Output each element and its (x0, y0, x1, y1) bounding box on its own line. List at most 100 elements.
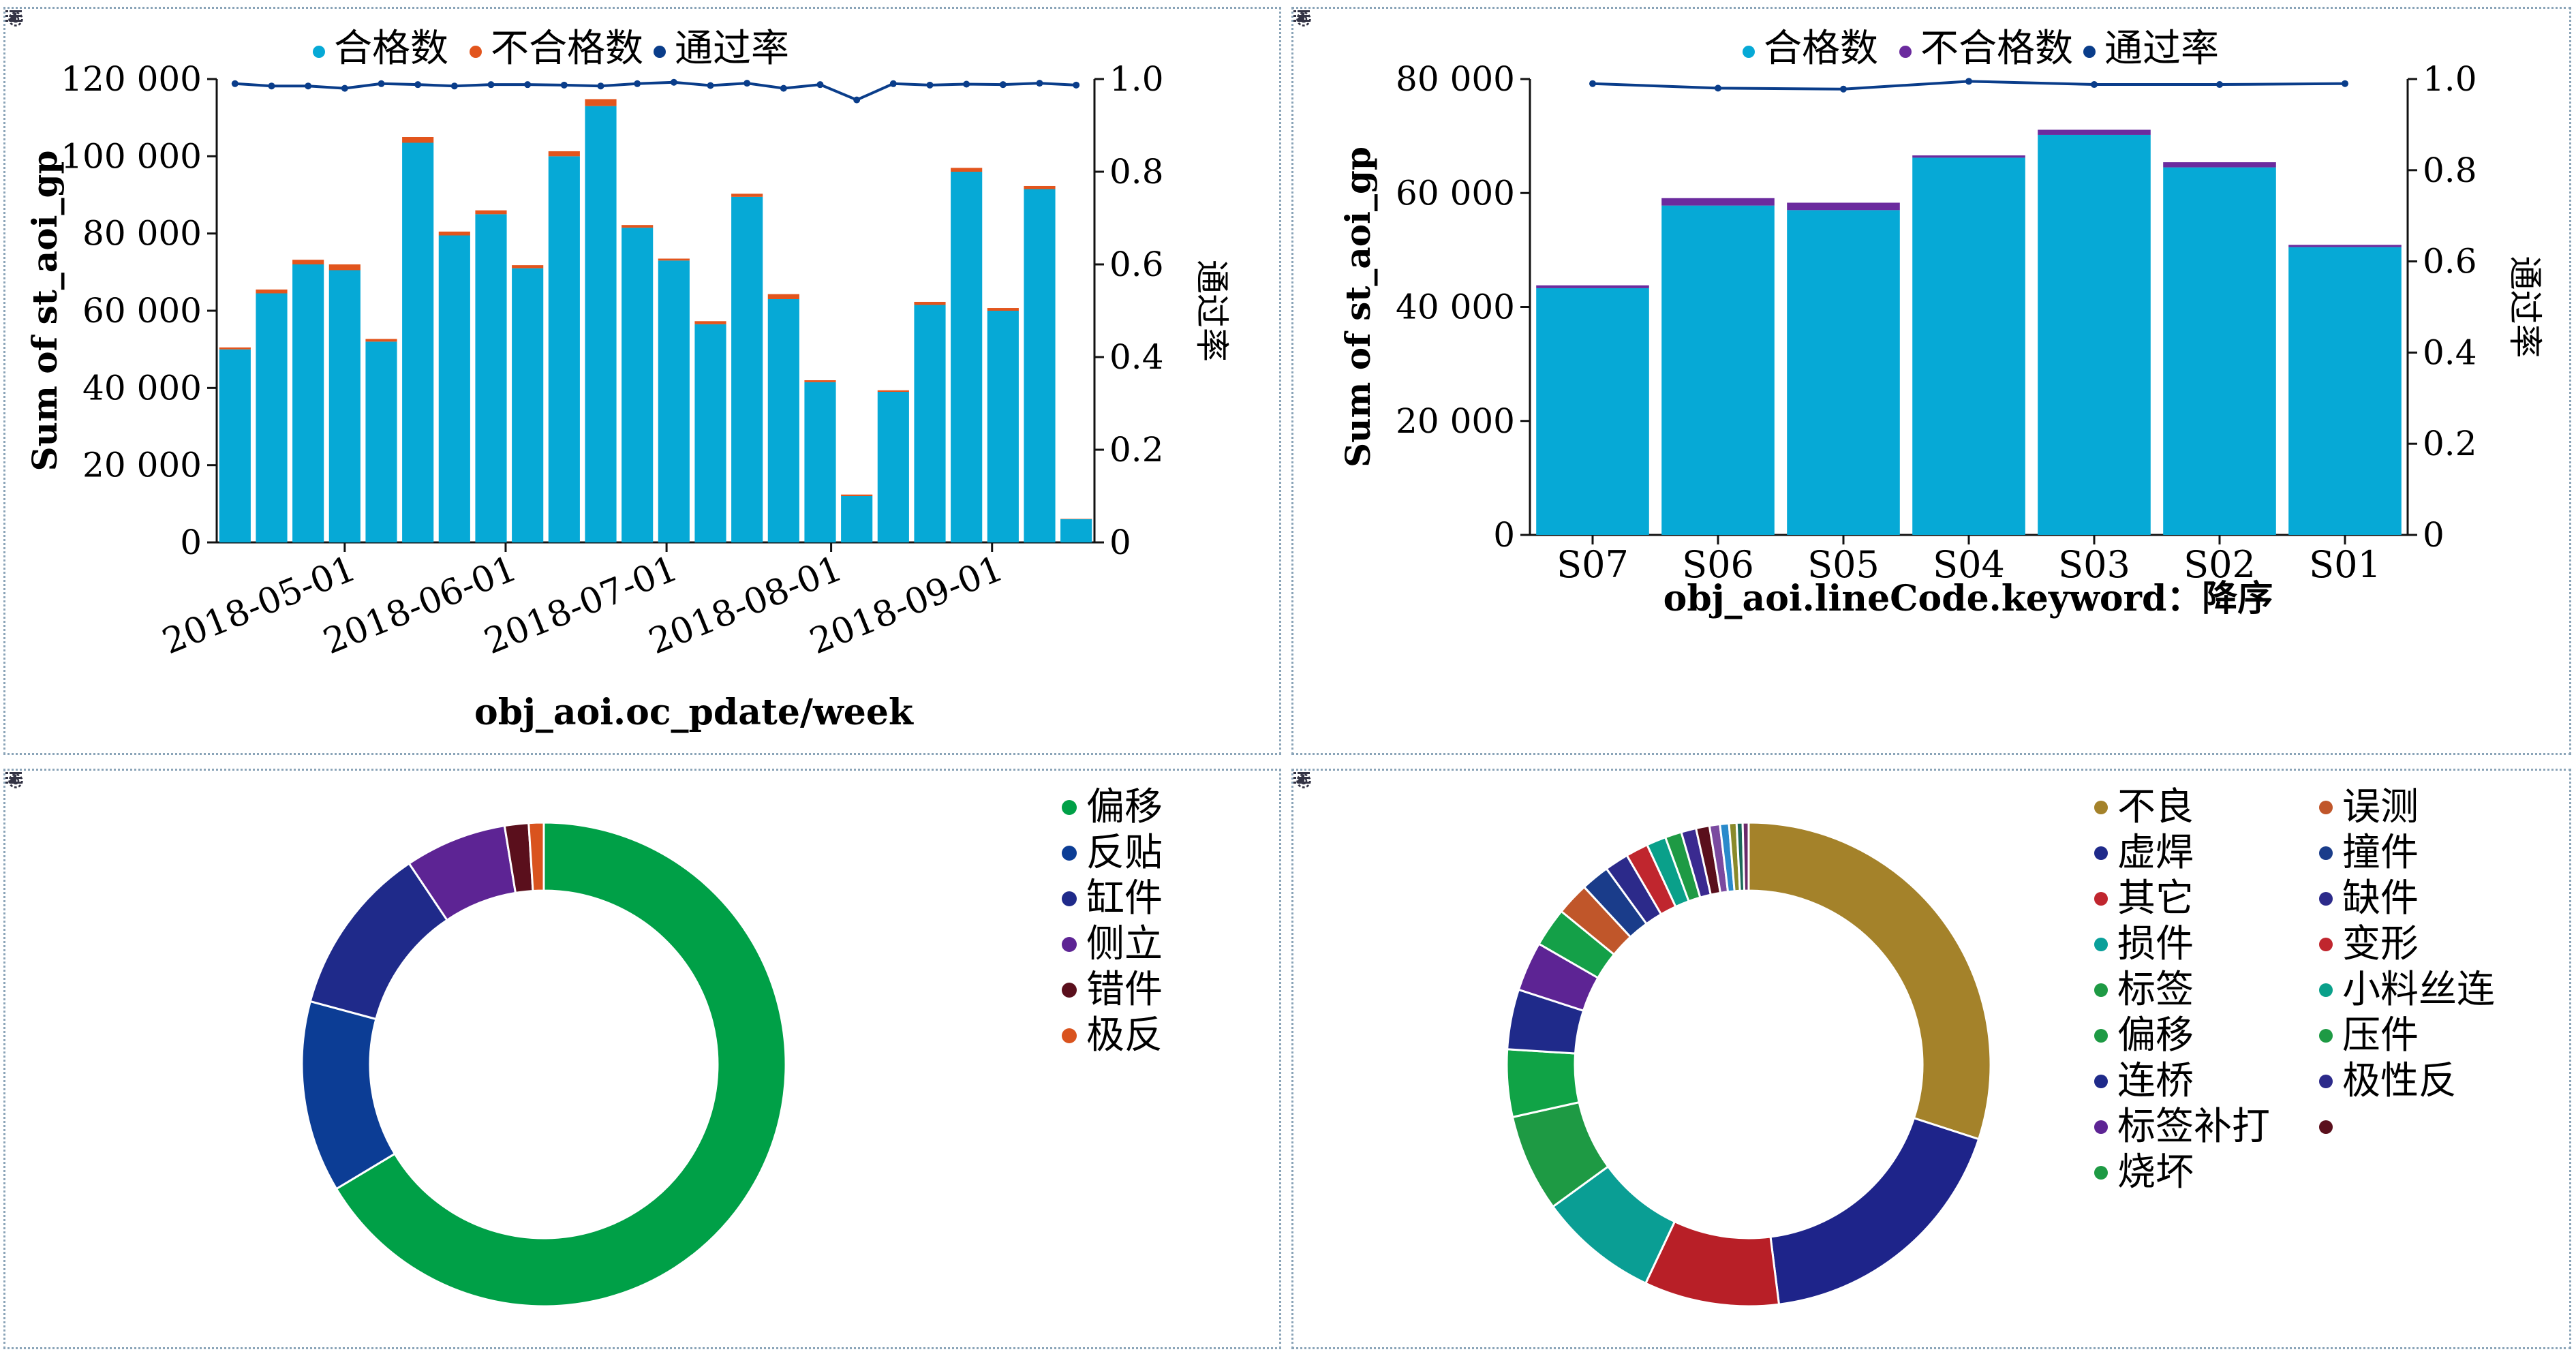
legend-label: 标签补打 (2117, 1105, 2270, 1148)
bar-fail (292, 260, 324, 264)
bar-pass (877, 392, 909, 542)
x-tick-label: S04 (1933, 543, 2005, 586)
donut-slice (301, 1000, 397, 1190)
bar-pass (328, 270, 361, 542)
legend-marker-3 (1062, 937, 1077, 952)
bar-pass (658, 260, 690, 542)
resize-corner-icon[interactable] (1293, 771, 1304, 782)
legend-marker-13 (2319, 1075, 2333, 1088)
legend-label: 损件 (2117, 922, 2194, 965)
legend-marker-2 (2083, 46, 2096, 58)
legend-marker-1 (470, 46, 482, 58)
legend-marker-9 (2319, 983, 2333, 997)
x-tick-label: S03 (2058, 543, 2130, 586)
pass-rate-point (524, 81, 532, 89)
legend-label: 不合格数 (491, 27, 643, 70)
legend-label: 缸件 (1086, 876, 1163, 919)
legend-label: 压件 (2342, 1013, 2419, 1056)
pass-rate-point (707, 82, 714, 89)
bar-fail (585, 99, 617, 106)
y-tick-label: 0 (1493, 515, 1515, 555)
legend-marker-2 (1062, 891, 1077, 906)
pass-rate-point (853, 96, 861, 104)
donut-slice (1747, 821, 1992, 1141)
bar-fail (622, 225, 654, 228)
bar-fail (1661, 198, 1775, 206)
legend-label: 侧立 (1086, 922, 1163, 965)
pass-rate-point (305, 82, 312, 90)
legend-marker-2 (654, 46, 666, 58)
y2-tick-label: 1.0 (1109, 59, 1164, 99)
pass-rate-point (231, 80, 239, 87)
pass-rate-point (963, 80, 970, 88)
resize-corner-icon[interactable] (5, 9, 16, 20)
bar-fail (1024, 185, 1056, 189)
legend-label: 其它 (2117, 876, 2194, 919)
legend-marker-2 (2094, 846, 2108, 860)
legend-label: 小料丝连 (2342, 968, 2495, 1011)
y-tick-label: 40 000 (82, 368, 202, 407)
y2-tick-label: 0.8 (1109, 152, 1164, 191)
y-tick-label: 60 000 (82, 291, 202, 330)
y-axis-title: Sum of st_aoi_gp (25, 151, 65, 472)
defect-detail-donut-panel: 不良 误测 虚焊 撞件 其它 缺件 损件 变形 标签 小料丝连 偏移 压件 连桥 极性反 标签补打 烧坏 (1291, 769, 2571, 1349)
y2-tick-label: 0 (1109, 523, 1131, 562)
bar-fail (548, 151, 580, 157)
y2-axis-title: 通过率 (2506, 256, 2544, 358)
bar-fail (365, 339, 397, 342)
legend-label: 标签 (2117, 968, 2194, 1011)
bar-fail (877, 390, 909, 392)
pass-rate-point (1715, 84, 1721, 92)
bar-pass (2038, 134, 2151, 535)
legend-marker-15 (2319, 1120, 2333, 1134)
bar-fail (1536, 285, 1649, 288)
bar-pass (475, 214, 507, 542)
bar-fail (987, 308, 1019, 311)
legend-label: 通过率 (2104, 27, 2219, 70)
legend-marker-1 (1062, 846, 1077, 861)
x-tick-label: S05 (1807, 543, 1880, 586)
bar-pass (1024, 189, 1056, 542)
legend-marker-6 (2094, 938, 2108, 951)
bar-pass (2288, 247, 2402, 535)
legend-label: 连桥 (2117, 1059, 2194, 1102)
legend-marker-0 (1743, 46, 1755, 58)
pass-rate-point (2091, 81, 2098, 89)
y-tick-label: 20 000 (1396, 401, 1515, 441)
legend-marker-4 (2094, 892, 2108, 906)
pass-rate-point (780, 84, 787, 92)
bar-fail (1787, 202, 1900, 211)
legend-label: 误测 (2342, 785, 2419, 828)
legend-marker-12 (2094, 1075, 2108, 1088)
pass-rate-point (1840, 85, 1847, 93)
legend-label: 错件 (1086, 968, 1163, 1011)
bar-pass (1060, 519, 1092, 542)
resize-corner-icon[interactable] (5, 771, 16, 782)
bar-pass (914, 305, 946, 542)
legend-label: 不合格数 (1920, 27, 2073, 70)
bar-pass (365, 341, 397, 542)
bar-pass (1912, 157, 2025, 536)
resize-corner-icon[interactable] (1293, 9, 1304, 20)
legend-marker-16 (2094, 1166, 2108, 1180)
line-pass-chart-panel: 合格数 不合格数 通过率 0 20 000 40 000 60 000 80 000 0 0.2 0… (1291, 7, 2571, 755)
bar-pass (951, 172, 983, 542)
bar-pass (1661, 205, 1775, 535)
bar-fail (731, 194, 763, 197)
legend-marker-0 (313, 46, 325, 58)
bar-fail (804, 380, 836, 382)
pass-rate-point (743, 80, 751, 87)
y2-tick-label: 0.4 (1109, 337, 1164, 377)
bar-fail (328, 264, 361, 271)
y-tick-label: 60 000 (1396, 173, 1515, 213)
bar-fail (841, 494, 873, 496)
y2-tick-label: 1.0 (2423, 59, 2477, 99)
x-tick-label: S06 (1682, 543, 1754, 586)
legend-marker-0 (1062, 800, 1077, 815)
pass-rate-point (1589, 80, 1596, 87)
weekly-pass-chart-panel: 合格数 不合格数 通过率 0 20 000 40 000 60 000 80 000 100 0… (3, 7, 1281, 755)
bar-pass (731, 196, 763, 542)
pass-rate-point (634, 80, 641, 87)
